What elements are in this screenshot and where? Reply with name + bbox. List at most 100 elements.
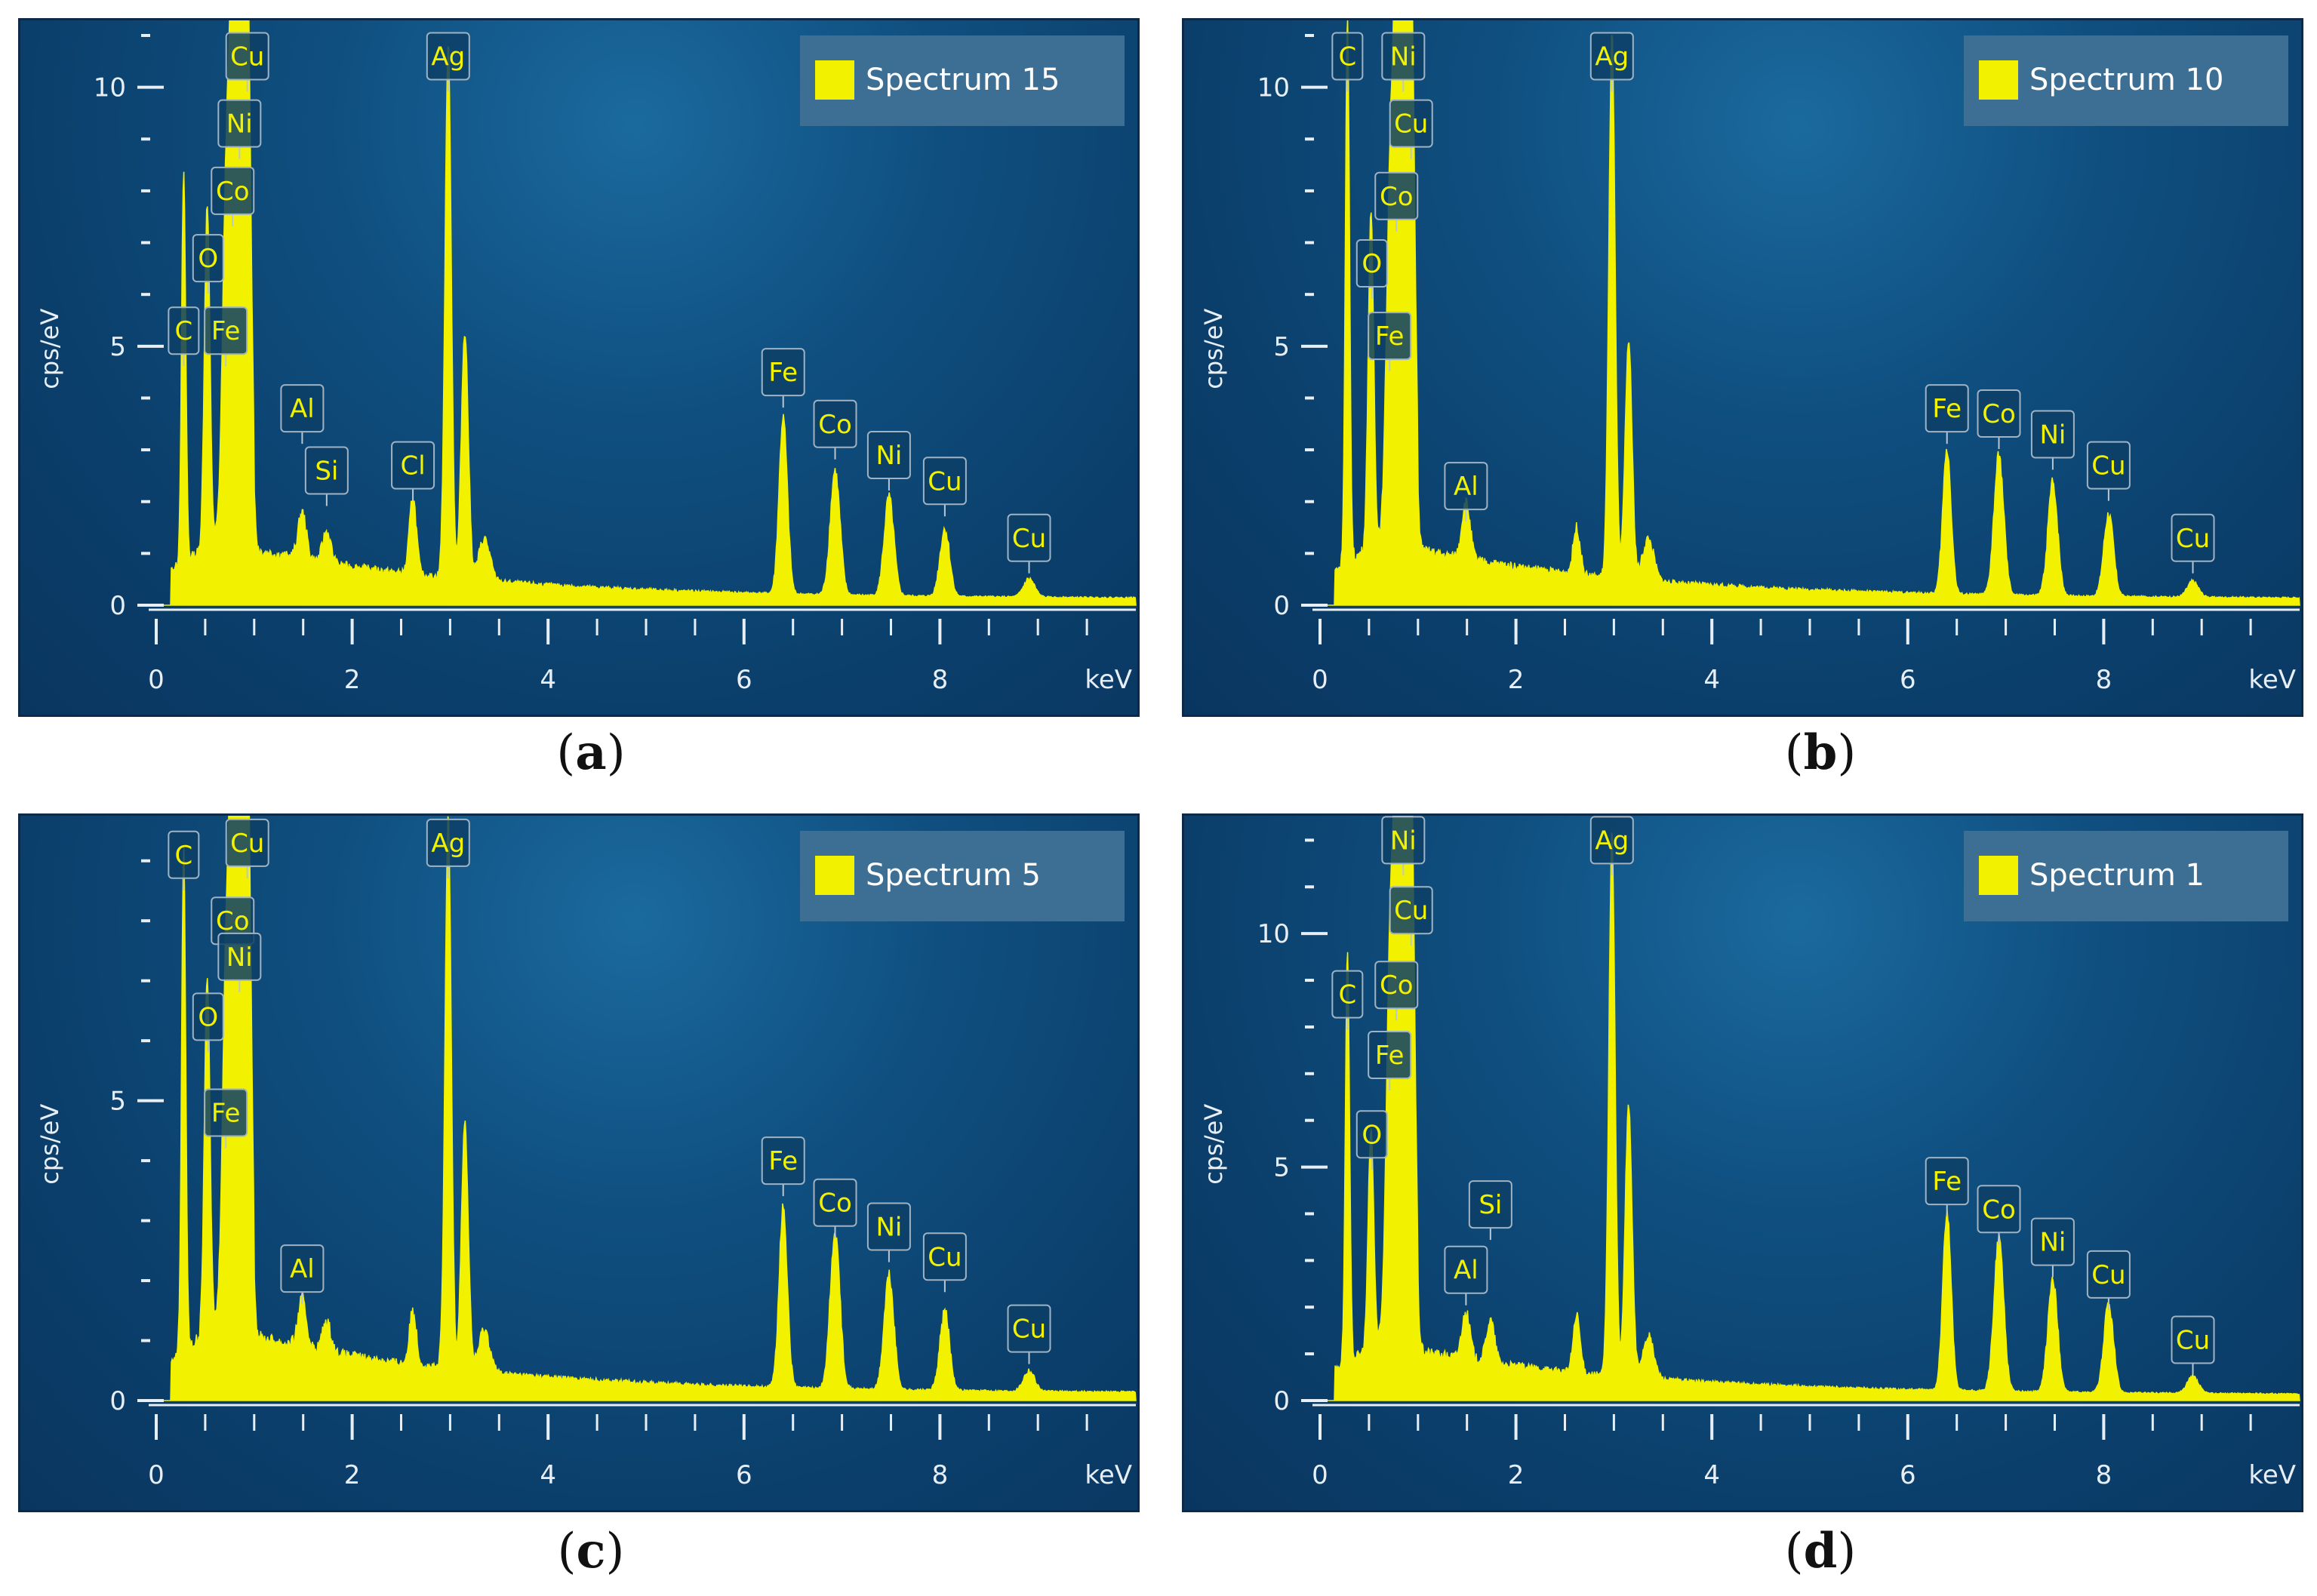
label-box bbox=[391, 441, 435, 490]
legend-swatch bbox=[1979, 60, 2018, 100]
element-label-text: Si bbox=[1479, 1190, 1502, 1220]
y-tick-label: 0 bbox=[109, 591, 126, 621]
label-box bbox=[1374, 171, 1419, 220]
label-box bbox=[1374, 961, 1419, 1010]
y-axis-label: cps/eV bbox=[35, 1104, 64, 1185]
y-tick-label: 5 bbox=[109, 1087, 126, 1117]
label-box bbox=[225, 818, 269, 867]
element-label-text: Co bbox=[216, 177, 250, 207]
legend: Spectrum 1 bbox=[1964, 831, 2288, 921]
label-box bbox=[217, 99, 262, 148]
label-box bbox=[866, 430, 911, 479]
element-label-text: C bbox=[1338, 42, 1356, 72]
element-label: Cu bbox=[1389, 886, 1433, 946]
element-label: Fe bbox=[1368, 312, 1412, 372]
element-label: O bbox=[192, 234, 224, 294]
element-label-text: Co bbox=[818, 1189, 852, 1219]
element-label: Co bbox=[1977, 389, 2021, 450]
element-label: Cu bbox=[1007, 1304, 1051, 1364]
element-label-text: C bbox=[174, 316, 192, 346]
label-box bbox=[2030, 410, 2075, 459]
element-label: C bbox=[168, 306, 200, 367]
element-label-text: Ag bbox=[1595, 42, 1629, 72]
element-label-text: Si bbox=[315, 457, 338, 487]
label-box bbox=[1368, 1031, 1412, 1080]
element-label: Co bbox=[813, 1178, 857, 1238]
element-label-text: Fe bbox=[211, 316, 241, 346]
element-label: Fe bbox=[761, 348, 805, 408]
label-box bbox=[304, 446, 349, 495]
element-label: Cu bbox=[1007, 513, 1051, 574]
element-label: O bbox=[1355, 1110, 1388, 1170]
x-unit-label: keV bbox=[1085, 1460, 1132, 1490]
element-label-text: Al bbox=[1454, 1256, 1479, 1286]
y-axis-label: cps/eV bbox=[1199, 309, 1228, 389]
element-label-text: O bbox=[1362, 1120, 1382, 1150]
x-tick-label: 6 bbox=[1900, 665, 1916, 695]
label-box bbox=[280, 1244, 325, 1293]
label-box bbox=[168, 830, 200, 879]
element-label-text: Ni bbox=[1390, 42, 1417, 72]
y-tick-label: 5 bbox=[1273, 1153, 1290, 1183]
x-tick-label: 6 bbox=[1900, 1460, 1916, 1490]
x-tick-label: 8 bbox=[2096, 665, 2112, 695]
element-label-text: Fe bbox=[1932, 1167, 1962, 1197]
y-axis-label: cps/eV bbox=[1199, 1104, 1228, 1185]
label-box bbox=[1977, 389, 2021, 438]
element-label-text: O bbox=[198, 1002, 218, 1032]
x-unit-label: keV bbox=[2248, 665, 2296, 695]
element-label: Al bbox=[280, 1244, 325, 1305]
element-label-text: Cu bbox=[1012, 524, 1046, 554]
element-label-text: Fe bbox=[1375, 1041, 1405, 1071]
element-label: Cu bbox=[2171, 513, 2215, 574]
element-label: Cu bbox=[1389, 99, 1433, 159]
label-box bbox=[217, 932, 262, 981]
label-box bbox=[225, 32, 269, 81]
element-label: C bbox=[168, 830, 200, 890]
element-label: Co bbox=[211, 166, 255, 226]
element-label-text: Al bbox=[290, 1254, 315, 1284]
element-label: Ni bbox=[1381, 32, 1426, 92]
label-box bbox=[761, 348, 805, 397]
spectrum-area bbox=[161, 20, 1137, 606]
label-box bbox=[1355, 1110, 1388, 1159]
element-label: Al bbox=[1444, 462, 1488, 522]
label-box bbox=[866, 1202, 911, 1251]
label-box bbox=[204, 306, 248, 355]
y-tick-label: 0 bbox=[1273, 591, 1290, 621]
label-box bbox=[2086, 441, 2131, 490]
label-box bbox=[2171, 1315, 2215, 1364]
element-label-text: Cu bbox=[2091, 1260, 2125, 1290]
element-label-text: Cu bbox=[1012, 1315, 1046, 1345]
element-label-text: Ag bbox=[431, 42, 465, 72]
element-label: Fe bbox=[1368, 1031, 1412, 1091]
label-box bbox=[2030, 1217, 2075, 1266]
label-box bbox=[280, 384, 325, 433]
element-label-text: C bbox=[1338, 980, 1356, 1010]
element-label-text: Cu bbox=[1394, 896, 1428, 926]
element-label-text: Cu bbox=[2176, 524, 2210, 554]
legend: Spectrum 5 bbox=[800, 831, 1125, 921]
caption-d: (d) bbox=[1784, 1523, 1857, 1579]
element-label-text: Cl bbox=[400, 451, 425, 481]
label-box bbox=[168, 306, 200, 355]
element-label-text: Fe bbox=[768, 1146, 798, 1176]
x-tick-label: 8 bbox=[932, 1460, 949, 1490]
y-tick-label: 5 bbox=[1273, 332, 1290, 362]
label-box bbox=[1589, 816, 1634, 865]
x-tick-label: 4 bbox=[540, 1460, 556, 1490]
label-box bbox=[2086, 1250, 2131, 1299]
element-label-text: Co bbox=[818, 410, 852, 440]
element-label: Fe bbox=[761, 1136, 805, 1197]
label-box bbox=[1444, 1245, 1488, 1294]
element-label: Co bbox=[813, 399, 857, 460]
element-label-text: Fe bbox=[1932, 394, 1962, 424]
spectrum-area bbox=[161, 816, 1137, 1401]
element-label: Fe bbox=[1925, 384, 1969, 444]
chart-panel-b: 0 2 4 6 8 keV 0 5 10 cps/eV C Ni Cu Co O Fe Al Ag Fe Co Ni Cu… bbox=[1182, 18, 2303, 717]
legend-label: Spectrum 10 bbox=[2029, 63, 2223, 97]
x-tick-label: 8 bbox=[932, 665, 949, 695]
x-tick-label: 2 bbox=[344, 1460, 361, 1490]
y-tick-label: 0 bbox=[109, 1386, 126, 1416]
y-tick-label: 0 bbox=[1273, 1386, 1290, 1416]
